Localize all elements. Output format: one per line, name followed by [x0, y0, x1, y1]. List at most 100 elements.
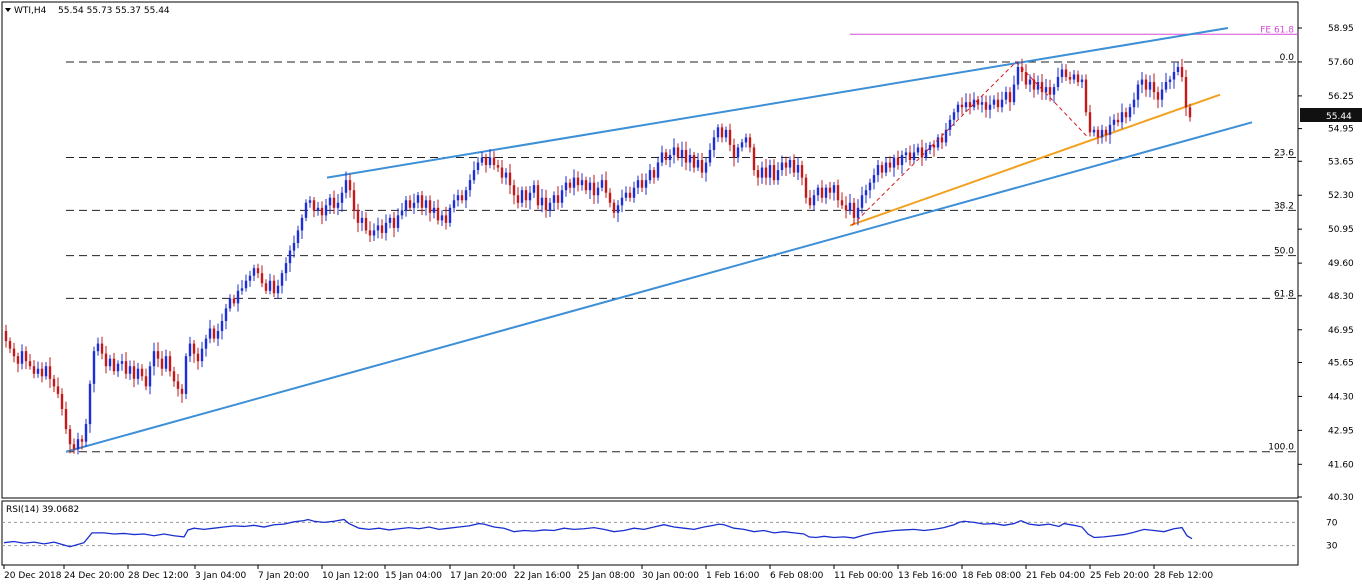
candle-body — [1132, 99, 1136, 108]
candle-body — [644, 180, 648, 188]
candle-body — [1092, 129, 1096, 133]
candle-body — [1100, 129, 1104, 138]
candle-body — [224, 308, 228, 321]
candle-body — [1108, 124, 1112, 135]
candle-body — [944, 129, 948, 143]
candle-body — [756, 170, 760, 178]
dropdown-triangle-icon[interactable] — [5, 8, 11, 12]
candle-body — [140, 368, 144, 377]
candle-body — [768, 165, 772, 178]
candle-body — [8, 341, 12, 349]
candle-body — [128, 366, 132, 374]
candle-body — [524, 190, 528, 201]
x-tick-label: 25 Jan 08:00 — [578, 571, 635, 581]
candle-body — [144, 376, 148, 387]
candle-body — [1140, 79, 1144, 85]
candle-body — [156, 351, 160, 359]
candle-body — [668, 154, 672, 161]
candle-body — [1060, 69, 1064, 78]
candle-body — [864, 190, 868, 196]
candle-body — [376, 225, 380, 231]
candle-body — [180, 388, 184, 394]
candle-body — [500, 167, 504, 178]
candle-body — [772, 165, 776, 181]
candle-body — [696, 160, 700, 168]
candle-body — [332, 197, 336, 208]
candle-body — [916, 147, 920, 153]
candle-body — [552, 195, 556, 203]
candle-body — [72, 444, 76, 450]
candle-body — [280, 273, 284, 286]
candle-body — [632, 187, 636, 198]
candle-body — [148, 366, 152, 387]
candle-body — [996, 99, 1000, 108]
candle-body — [368, 230, 372, 236]
candle-body — [1056, 77, 1060, 88]
candle-body — [428, 200, 432, 213]
candle-body — [748, 137, 752, 148]
y-tick-label: 44.30 — [1328, 392, 1354, 402]
rsi-label: RSI(14) 39.0682 — [6, 505, 79, 515]
candle-body — [448, 207, 452, 223]
candle-body — [536, 185, 540, 206]
candle-body — [584, 180, 588, 191]
candle-body — [476, 162, 480, 171]
candle-body — [936, 137, 940, 148]
candle-body — [492, 157, 496, 166]
fib-level-label: 50.0 — [1274, 247, 1294, 257]
candle-body — [1036, 82, 1040, 90]
candle-body — [384, 222, 388, 233]
rsi-line — [3, 518, 1193, 548]
candle-body — [392, 217, 396, 228]
candle-body — [992, 99, 996, 105]
candle-body — [168, 356, 172, 372]
candle-body — [440, 215, 444, 221]
candle-body — [1020, 66, 1024, 73]
candle-body — [480, 157, 484, 163]
candle-body — [232, 298, 236, 304]
candle-body — [300, 217, 304, 231]
candle-body — [568, 182, 572, 188]
candle-body — [200, 348, 204, 362]
candle-body — [856, 207, 860, 218]
candle-body — [1072, 74, 1076, 80]
candle-body — [604, 180, 608, 193]
candle-body — [1084, 79, 1088, 113]
rsi-pane — [1, 500, 1299, 566]
candle-body — [868, 182, 872, 191]
candle-body — [532, 185, 536, 193]
candle-body — [1052, 87, 1056, 95]
candle-body — [520, 190, 524, 203]
candle-body — [676, 147, 680, 158]
y-tick-label: 40.30 — [1328, 493, 1354, 503]
y-tick-label: 57.60 — [1328, 58, 1354, 68]
candle-body — [344, 180, 348, 193]
candle-body — [760, 167, 764, 178]
candle-body — [304, 202, 308, 218]
candle-body — [460, 195, 464, 201]
y-tick-label: 56.25 — [1328, 92, 1354, 102]
candle-body — [220, 320, 224, 332]
candle-body — [1028, 79, 1032, 85]
candle-body — [28, 361, 32, 367]
candle-body — [840, 200, 844, 206]
candle-body — [352, 190, 356, 211]
candle-body — [380, 225, 384, 233]
candle-body — [360, 217, 364, 223]
candle-body — [684, 149, 688, 163]
candle-body — [640, 180, 644, 188]
candle-body — [188, 343, 192, 357]
candle-body — [964, 102, 968, 108]
candle-body — [412, 202, 416, 208]
candle-body — [272, 280, 276, 294]
candle-body — [112, 358, 116, 372]
candle-body — [860, 195, 864, 208]
candle-body — [612, 202, 616, 213]
candle-body — [284, 263, 288, 274]
candle-body — [948, 119, 952, 130]
candle-body — [872, 175, 876, 183]
candle-body — [884, 162, 888, 173]
candle-body — [908, 152, 912, 161]
candle-body — [752, 147, 756, 171]
candle-body — [276, 285, 280, 294]
